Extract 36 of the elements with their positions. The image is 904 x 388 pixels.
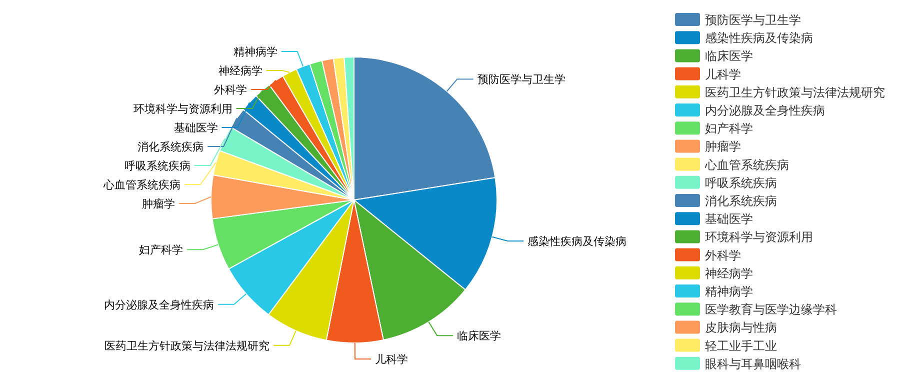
slice-label: 基础医学 (174, 121, 218, 134)
legend-label: 呼吸系统疾病 (705, 176, 777, 190)
slice-label: 呼吸系统疾病 (124, 159, 190, 172)
slice-label: 心血管系统疾病 (102, 178, 181, 192)
legend-label: 消化系统疾病 (705, 194, 777, 208)
legend-label: 医学教育与医学边缘学科 (705, 302, 837, 317)
slice-label: 外科学 (214, 83, 248, 96)
legend-label: 基础医学 (705, 212, 753, 226)
slice-label: 肿瘤学 (142, 197, 176, 210)
slice-label: 精神病学 (233, 45, 278, 58)
legend-label: 医药卫生方针政策与法律法规研究 (705, 85, 885, 100)
legend-label: 妇产科学 (705, 122, 753, 136)
legend-label: 心血管系统疾病 (704, 158, 789, 172)
legend-label: 精神病学 (705, 284, 753, 298)
slice-label: 消化系统疾病 (138, 140, 204, 154)
legend-label: 皮肤病与性病 (705, 320, 777, 335)
slice-label: 预防医学与卫生学 (477, 73, 566, 86)
slice-label: 环境科学与资源利用 (133, 102, 232, 116)
slice-label: 临床医学 (457, 330, 502, 343)
legend-label: 内分泌腺及全身性疾病 (705, 104, 825, 118)
legend-label: 外科学 (705, 248, 741, 262)
slice-label: 妇产科学 (138, 244, 183, 257)
legend-label: 眼科与耳鼻咽喉科 (705, 356, 801, 371)
legend-label: 临床医学 (705, 49, 753, 64)
slice-label: 内分泌腺及全身性疾病 (104, 298, 214, 312)
legend-label: 肿瘤学 (705, 140, 741, 154)
legend-label: 轻工业手工业 (705, 338, 777, 353)
legend-label: 儿科学 (705, 67, 741, 82)
legend-label: 环境科学与资源利用 (705, 230, 813, 244)
legend-label: 感染性疾病及传染病 (705, 31, 813, 46)
slice-label: 儿科学 (375, 352, 408, 366)
slice-label: 感染性疾病及传染病 (528, 234, 627, 248)
slice-label: 神经病学 (218, 64, 262, 78)
legend-label: 神经病学 (705, 266, 753, 280)
slice-label: 医药卫生方针政策与法律法规研究 (104, 339, 270, 352)
legend-label: 预防医学与卫生学 (705, 13, 801, 27)
